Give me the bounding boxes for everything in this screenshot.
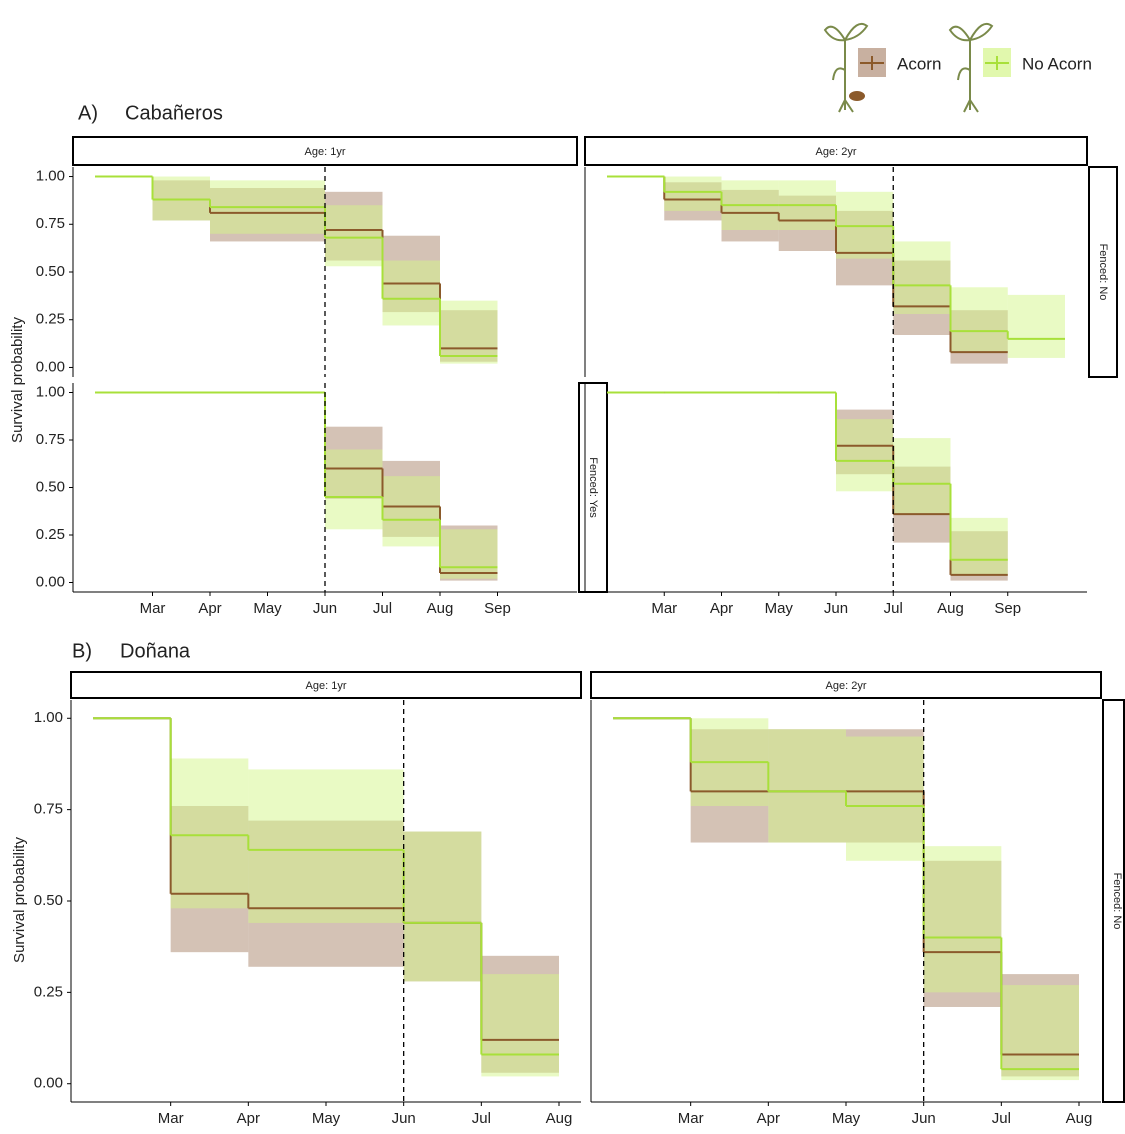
confidence-band [664,177,721,211]
confidence-band [248,769,326,922]
x-tick-label: May [253,600,282,617]
confidence-band [383,476,441,546]
strip-label: Age: 2yr [816,146,857,158]
confidence-band [383,261,441,326]
confidence-band [951,518,1008,575]
section-title: Cabañeros [125,102,223,124]
y-tick-label: 0.25 [34,983,63,1000]
x-tick-label: Jun [912,1110,936,1127]
x-tick-label: May [765,600,794,617]
section-label: B) [72,640,92,662]
y-tick-label: 0.00 [36,573,65,590]
figure: A) Cabañeros B) Doñana Survival probabil… [0,0,1125,1129]
confidence-band [836,419,893,491]
x-tick-label: Apr [198,600,221,617]
x-tick-label: May [312,1110,341,1127]
x-tick-label: Mar [140,600,166,617]
y-tick-label: 0.50 [34,892,63,909]
confidence-band [1001,985,1079,1080]
confidence-band [171,758,249,908]
legend-label: Acorn [897,54,941,73]
confidence-band [768,729,846,842]
strip-label: Fenced: Yes [587,457,599,518]
x-tick-label: Aug [1066,1110,1093,1127]
strip-label: Age: 2yr [826,680,867,692]
x-tick-label: Mar [158,1110,184,1127]
y-tick-label: 1.00 [36,168,65,185]
x-tick-label: Jul [472,1110,491,1127]
confidence-band [1008,295,1065,358]
x-tick-label: Sep [994,600,1021,617]
y-tick-label: 0.00 [36,358,65,375]
x-tick-label: Jul [373,600,392,617]
confidence-band [440,301,498,364]
confidence-band [924,846,1002,992]
y-tick-label: 0.50 [36,263,65,280]
y-tick-label: 1.00 [34,709,63,726]
y-tick-label: 0.50 [36,478,65,495]
y-tick-label: 0.25 [36,526,65,543]
confidence-band [404,832,482,982]
x-tick-label: Jul [884,600,903,617]
x-tick-label: Jun [313,600,337,617]
y-tick-label: 0.00 [34,1075,63,1092]
x-tick-label: Sep [484,600,511,617]
confidence-band [325,205,383,266]
confidence-band [440,529,498,578]
x-tick-label: Jun [392,1110,416,1127]
confidence-band [481,974,559,1076]
x-tick-label: Apr [710,600,733,617]
confidence-band [326,769,404,922]
y-tick-label: 0.75 [36,431,65,448]
x-tick-label: Mar [651,600,677,617]
confidence-band [325,450,383,530]
x-tick-label: May [832,1110,861,1127]
strip-label: Age: 1yr [305,146,346,158]
x-tick-label: Aug [937,600,964,617]
y-tick-label: 0.25 [36,311,65,328]
x-tick-label: Jun [824,600,848,617]
y-tick-label: 0.75 [34,801,63,818]
confidence-band [893,241,950,314]
x-tick-label: Apr [237,1110,260,1127]
y-tick-label: 0.75 [36,215,65,232]
confidence-band [893,438,950,514]
legend-label: No Acorn [1022,54,1092,73]
x-tick-label: Mar [678,1110,704,1127]
strip-label: Age: 1yr [306,680,347,692]
x-tick-label: Aug [427,600,454,617]
y-tick-label: 1.00 [36,383,65,400]
strip-label: Fenced: No [1111,873,1123,930]
x-tick-label: Apr [757,1110,780,1127]
y-axis-title: Survival probability [9,317,26,443]
section-title: Doñana [120,640,191,662]
section-label: A) [78,102,98,124]
y-axis-title: Survival probability [11,837,28,963]
confidence-band [951,287,1008,352]
x-tick-label: Jul [992,1110,1011,1127]
confidence-band [846,737,924,861]
x-tick-label: Aug [546,1110,573,1127]
strip-label: Fenced: No [1097,244,1109,301]
